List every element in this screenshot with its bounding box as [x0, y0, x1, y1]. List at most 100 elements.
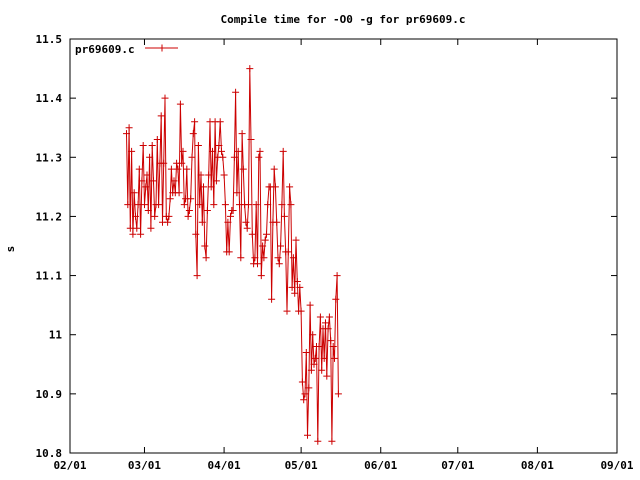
data-point	[324, 325, 332, 333]
data-point	[279, 147, 287, 155]
data-point	[242, 218, 250, 226]
data-point	[329, 343, 337, 350]
data-point	[304, 431, 311, 439]
data-point	[178, 159, 186, 167]
data-point	[260, 254, 268, 262]
data-point	[259, 242, 267, 250]
data-point	[134, 201, 142, 209]
x-tick-label: 09/01	[600, 459, 633, 472]
data-point	[328, 437, 336, 445]
data-point	[307, 366, 315, 374]
data-point	[306, 301, 314, 309]
data-point	[331, 354, 338, 362]
data-point	[318, 366, 326, 374]
data-point	[141, 201, 148, 209]
data-point	[227, 212, 234, 220]
data-point	[196, 201, 204, 209]
data-point	[233, 189, 241, 197]
y-tick-label: 11.3	[36, 151, 63, 164]
data-point	[315, 343, 323, 350]
data-point	[238, 130, 246, 138]
series-line	[126, 68, 339, 442]
data-point	[138, 177, 146, 185]
data-point	[302, 349, 310, 356]
data-point	[327, 337, 335, 345]
y-tick-label: 10.9	[36, 388, 63, 401]
data-point	[325, 313, 333, 321]
data-point	[165, 212, 173, 220]
y-axis: 10.8 10.9 11 11.1 11.2 11.3 11.4 11.5	[36, 33, 617, 460]
data-point	[297, 307, 305, 315]
data-point	[224, 218, 232, 226]
data-point	[175, 189, 183, 197]
data-point	[287, 201, 295, 209]
y-tick-label: 11.5	[36, 33, 63, 46]
data-point	[123, 130, 130, 138]
data-point	[210, 201, 218, 209]
data-point	[143, 171, 151, 179]
data-point	[243, 224, 251, 232]
data-point	[148, 142, 156, 149]
data-point	[298, 378, 306, 386]
y-tick-label: 11	[49, 329, 63, 342]
data-point	[185, 207, 193, 214]
data-point	[153, 136, 161, 143]
y-tick-label: 11.4	[36, 92, 63, 105]
data-point	[278, 201, 286, 209]
data-point	[289, 254, 297, 262]
data-point	[202, 254, 210, 262]
data-point	[215, 142, 223, 149]
legend-marker	[158, 44, 166, 52]
data-point	[300, 396, 308, 404]
data-point	[239, 165, 247, 173]
y-tick-label: 11.1	[36, 270, 63, 283]
data-point	[189, 130, 197, 138]
data-point	[256, 147, 264, 155]
data-point	[237, 254, 245, 262]
data-point	[125, 124, 133, 132]
data-point	[334, 390, 342, 398]
data-point	[261, 236, 269, 244]
data-point	[194, 142, 202, 149]
data-point	[132, 212, 139, 220]
data-point	[220, 171, 228, 179]
data-point	[183, 165, 191, 173]
data-point	[124, 201, 132, 209]
series-layer	[123, 65, 342, 445]
data-point	[192, 230, 200, 238]
data-point	[176, 100, 184, 108]
data-point	[147, 224, 155, 232]
data-point	[283, 307, 291, 315]
data-point	[301, 390, 309, 398]
legend: pr69609.c	[75, 43, 178, 56]
data-point	[316, 313, 324, 321]
data-point	[291, 289, 299, 297]
data-point	[157, 112, 165, 120]
data-point	[271, 183, 279, 191]
data-point	[212, 177, 220, 185]
data-point	[137, 230, 145, 238]
data-point	[218, 147, 225, 155]
data-point	[275, 260, 283, 268]
data-point	[257, 272, 265, 280]
data-point	[246, 65, 254, 73]
data-point	[151, 212, 159, 220]
data-point	[230, 153, 238, 161]
data-point	[146, 153, 154, 161]
data-point	[184, 212, 192, 220]
data-point	[323, 372, 331, 380]
data-point	[142, 183, 150, 191]
data-point	[322, 319, 329, 327]
data-point	[284, 248, 292, 256]
data-point	[207, 183, 215, 191]
data-point	[252, 201, 260, 209]
data-point	[135, 165, 143, 173]
data-point	[274, 254, 282, 262]
data-point	[155, 201, 163, 209]
data-point	[314, 437, 322, 445]
data-point	[296, 283, 304, 291]
data-point	[311, 354, 319, 362]
data-point	[128, 147, 136, 155]
data-point	[305, 384, 313, 392]
